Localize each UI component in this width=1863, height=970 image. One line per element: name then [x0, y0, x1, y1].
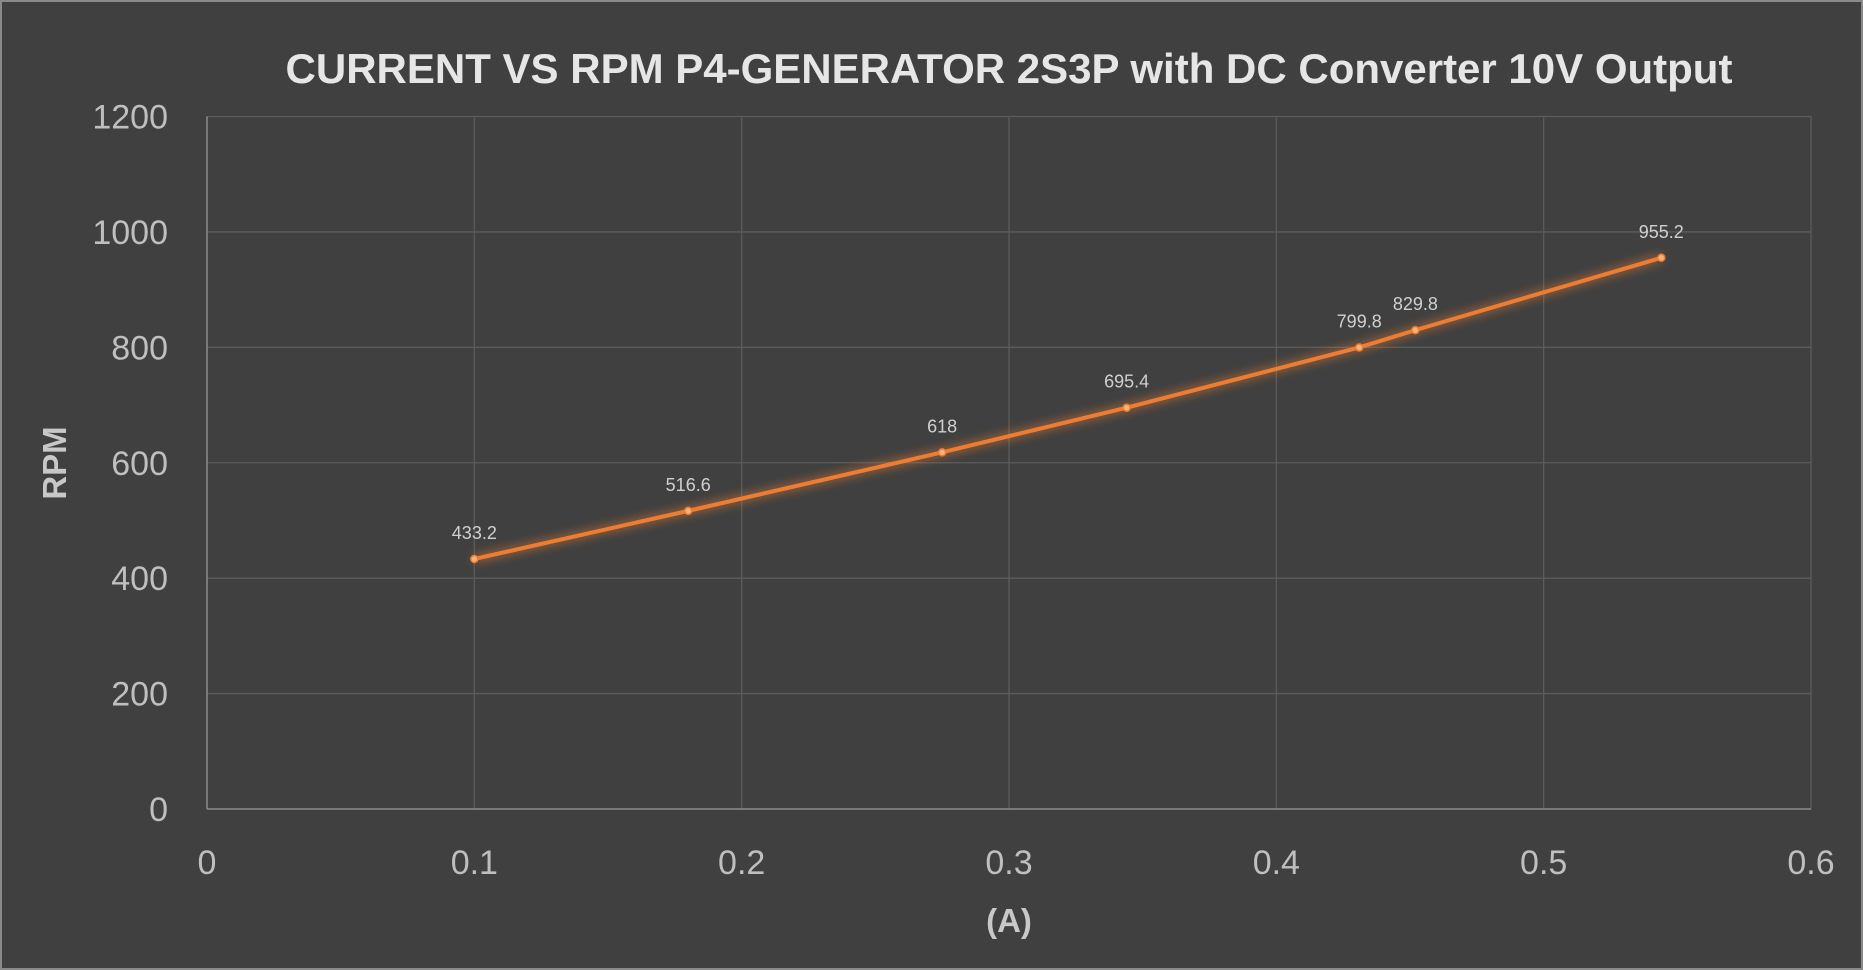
y-tick-label: 1000 — [92, 214, 168, 252]
series-rpm: 433.2 516.6 618 695.4 799.8 829.8 955.2 — [452, 222, 1684, 564]
gridlines — [206, 115, 1812, 810]
data-point — [1657, 253, 1666, 263]
data-point — [1411, 325, 1420, 335]
chart-title: CURRENT VS RPM P4-GENERATOR 2S3P with DC… — [286, 45, 1733, 92]
x-tick-label: 0.2 — [718, 844, 765, 882]
y-axis-label: RPM — [36, 426, 73, 499]
data-label: 516.6 — [666, 475, 711, 495]
x-tick-label: 0 — [198, 844, 217, 882]
tick-labels: 0 200 400 600 800 1000 1200 0 0.1 0.2 0.3 0.4 0.5 0.6 — [92, 99, 1834, 883]
data-point — [683, 506, 693, 516]
y-tick-label: 0 — [149, 791, 168, 829]
data-point — [937, 448, 947, 457]
data-point — [1122, 403, 1131, 412]
y-tick-label: 800 — [111, 329, 168, 367]
y-tick-label: 1200 — [92, 99, 168, 137]
x-tick-label: 0.1 — [451, 844, 498, 882]
x-axis-label: (A) — [986, 902, 1032, 939]
data-label: 799.8 — [1337, 311, 1382, 331]
data-point — [470, 554, 479, 564]
data-label: 618 — [927, 416, 957, 436]
x-tick-label: 0.6 — [1787, 844, 1834, 882]
x-tick-label: 0.5 — [1520, 844, 1567, 882]
x-tick-label: 0.3 — [985, 844, 1032, 882]
data-label: 829.8 — [1393, 294, 1438, 314]
data-point — [1354, 343, 1364, 352]
x-tick-label: 0.4 — [1253, 844, 1300, 882]
data-label: 695.4 — [1104, 372, 1149, 392]
y-tick-label: 200 — [111, 676, 168, 714]
y-tick-label: 400 — [111, 560, 168, 598]
y-tick-label: 600 — [111, 445, 168, 483]
data-label: 433.2 — [452, 523, 497, 543]
data-label: 955.2 — [1639, 222, 1684, 242]
